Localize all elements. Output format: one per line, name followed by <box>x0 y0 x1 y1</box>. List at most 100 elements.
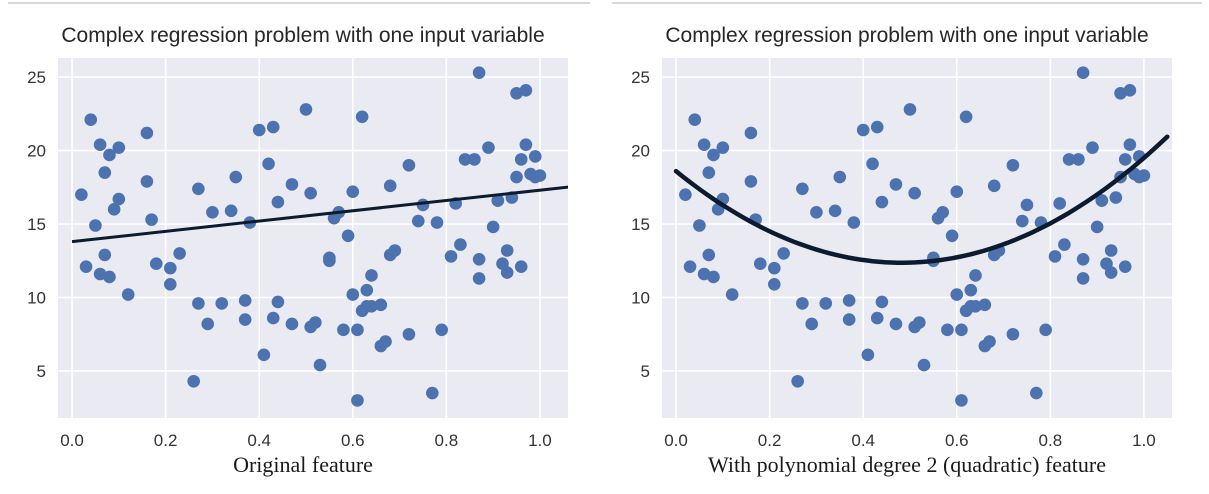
data-point <box>271 295 285 309</box>
data-point <box>402 327 416 341</box>
x-tick-label: 0.4 <box>247 431 271 450</box>
data-point <box>842 313 856 326</box>
data-point <box>402 158 416 172</box>
x-tick-label: 0.2 <box>154 431 178 450</box>
data-point <box>1090 220 1104 234</box>
data-point <box>767 261 781 275</box>
scatter-plot-original: 0.0 0.2 0.4 0.6 0.8 1.0 5 10 15 20 25 <box>27 58 568 450</box>
data-point <box>201 317 215 331</box>
data-point <box>383 179 397 193</box>
data-point <box>1086 141 1099 154</box>
data-point <box>355 110 369 124</box>
data-point <box>112 141 126 154</box>
data-point <box>753 257 767 271</box>
data-point <box>519 138 533 151</box>
data-point <box>777 247 790 260</box>
data-point <box>346 185 360 199</box>
y-tick-label: 5 <box>641 362 650 381</box>
data-point <box>107 203 121 216</box>
data-point <box>870 120 884 134</box>
data-point <box>964 283 978 297</box>
regression-curve <box>673 134 1170 265</box>
data-point <box>224 204 238 218</box>
data-point <box>491 194 505 207</box>
data-point <box>796 297 809 310</box>
chart-caption: Original feature <box>233 452 373 477</box>
data-point <box>1137 169 1151 182</box>
x-tick-label: 0.8 <box>1039 431 1063 450</box>
data-point <box>1104 266 1118 279</box>
data-point <box>444 250 458 263</box>
data-point <box>262 157 275 171</box>
data-point <box>187 374 200 388</box>
y-tick-label: 5 <box>37 362 46 381</box>
data-point <box>313 358 327 372</box>
data-point <box>482 141 495 154</box>
data-point <box>112 192 126 206</box>
chart-panel-quadratic: Complex regression problem with one inpu… <box>612 0 1202 494</box>
y-tick-label: 25 <box>631 68 650 87</box>
data-point <box>257 348 271 362</box>
y-tick-label: 20 <box>631 142 650 161</box>
data-point <box>936 205 950 219</box>
y-tick-label: 25 <box>27 68 46 87</box>
data-point <box>1062 153 1076 166</box>
data-point <box>707 148 720 162</box>
data-point <box>149 257 163 271</box>
data-point <box>861 348 875 362</box>
data-point <box>510 170 523 184</box>
chart-title: Complex regression problem with one inpu… <box>61 24 545 47</box>
data-point <box>1123 138 1137 151</box>
data-point <box>1104 244 1118 257</box>
data-point <box>163 277 177 291</box>
data-point <box>304 186 317 200</box>
data-point <box>903 103 917 116</box>
data-point <box>969 300 982 313</box>
data-point <box>1072 153 1085 166</box>
data-point <box>173 247 186 260</box>
data-point <box>767 277 781 291</box>
data-point <box>1109 191 1123 204</box>
chart-title: Complex regression problem with one inpu… <box>665 24 1149 47</box>
data-point <box>945 229 959 243</box>
data-point <box>959 110 973 124</box>
data-point <box>140 175 154 188</box>
data-point <box>1039 323 1052 337</box>
data-point <box>688 113 702 127</box>
scatter-plot-quadratic: 0.0 0.2 0.4 0.6 0.8 1.0 5 10 15 20 25 <box>631 58 1172 450</box>
data-point <box>1030 386 1043 400</box>
data-point <box>1118 153 1132 166</box>
data-point <box>707 270 720 284</box>
data-point <box>983 335 996 348</box>
x-tick-label: 0.6 <box>945 431 969 450</box>
data-point <box>744 175 758 188</box>
data-point <box>346 288 360 301</box>
data-point <box>252 123 266 137</box>
data-point <box>351 394 364 407</box>
data-point <box>805 317 819 331</box>
data-point <box>323 251 336 265</box>
data-point <box>93 138 107 151</box>
data-point <box>697 138 711 151</box>
data-point <box>796 182 809 196</box>
y-tick-label: 20 <box>27 142 46 161</box>
data-point <box>98 248 112 262</box>
data-point <box>79 260 93 273</box>
data-point <box>528 150 542 163</box>
data-point <box>917 358 931 372</box>
data-point <box>351 323 364 337</box>
data-point <box>468 153 481 166</box>
data-point <box>206 205 219 219</box>
data-point <box>941 323 954 337</box>
data-point <box>1015 214 1029 228</box>
data-point <box>683 260 697 273</box>
data-point <box>889 178 903 191</box>
data-point <box>744 126 758 140</box>
data-point <box>693 219 706 232</box>
y-tick-label: 15 <box>27 215 46 234</box>
data-point <box>955 323 968 337</box>
data-point <box>285 178 299 191</box>
x-tick-label: 0.6 <box>341 431 365 450</box>
data-point <box>374 298 388 312</box>
data-point <box>514 153 528 166</box>
